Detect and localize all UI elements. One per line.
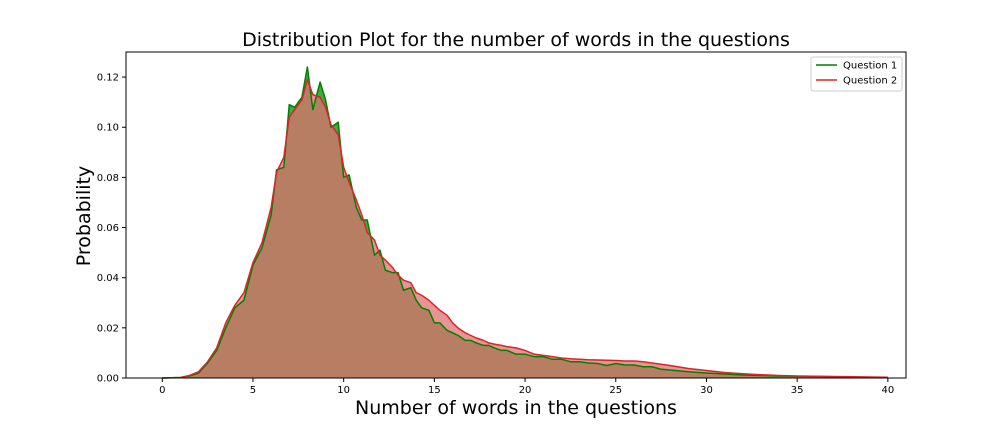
x-tick-label: 35 bbox=[791, 385, 804, 396]
y-tick-label: 0.04 bbox=[97, 273, 119, 284]
y-tick-label: 0.00 bbox=[97, 374, 119, 385]
y-axis: 0.00 0.02 0.04 0.06 0.08 0.10 0.12 bbox=[97, 73, 126, 385]
x-tick-label: 30 bbox=[700, 385, 713, 396]
x-axis-label: Number of words in the questions bbox=[355, 397, 677, 419]
y-tick-label: 0.08 bbox=[97, 173, 119, 184]
x-tick-label: 0 bbox=[159, 385, 165, 396]
series-line-question-2 bbox=[162, 78, 888, 379]
y-tick-label: 0.02 bbox=[97, 323, 119, 334]
x-tick-label: 40 bbox=[881, 385, 894, 396]
legend-label-question-1: Question 1 bbox=[843, 61, 897, 72]
x-tick-label: 20 bbox=[519, 385, 532, 396]
x-tick-label: 15 bbox=[428, 385, 441, 396]
series-area-question-2 bbox=[162, 79, 888, 378]
x-axis: 0 5 10 15 20 25 30 35 40 bbox=[159, 378, 894, 396]
y-axis-label: Probability bbox=[73, 166, 95, 266]
plot-frame bbox=[125, 51, 907, 379]
x-tick-label: 10 bbox=[337, 385, 350, 396]
series-layer bbox=[162, 66, 888, 379]
x-tick-label: 25 bbox=[609, 385, 622, 396]
y-tick-label: 0.10 bbox=[97, 123, 119, 134]
chart-title: Distribution Plot for the number of word… bbox=[242, 29, 790, 51]
legend: Question 1 Question 2 bbox=[810, 56, 903, 92]
y-tick-label: 0.06 bbox=[97, 223, 119, 234]
legend-label-question-2: Question 2 bbox=[843, 76, 897, 87]
y-tick-label: 0.12 bbox=[97, 73, 119, 84]
x-tick-label: 5 bbox=[250, 385, 256, 396]
